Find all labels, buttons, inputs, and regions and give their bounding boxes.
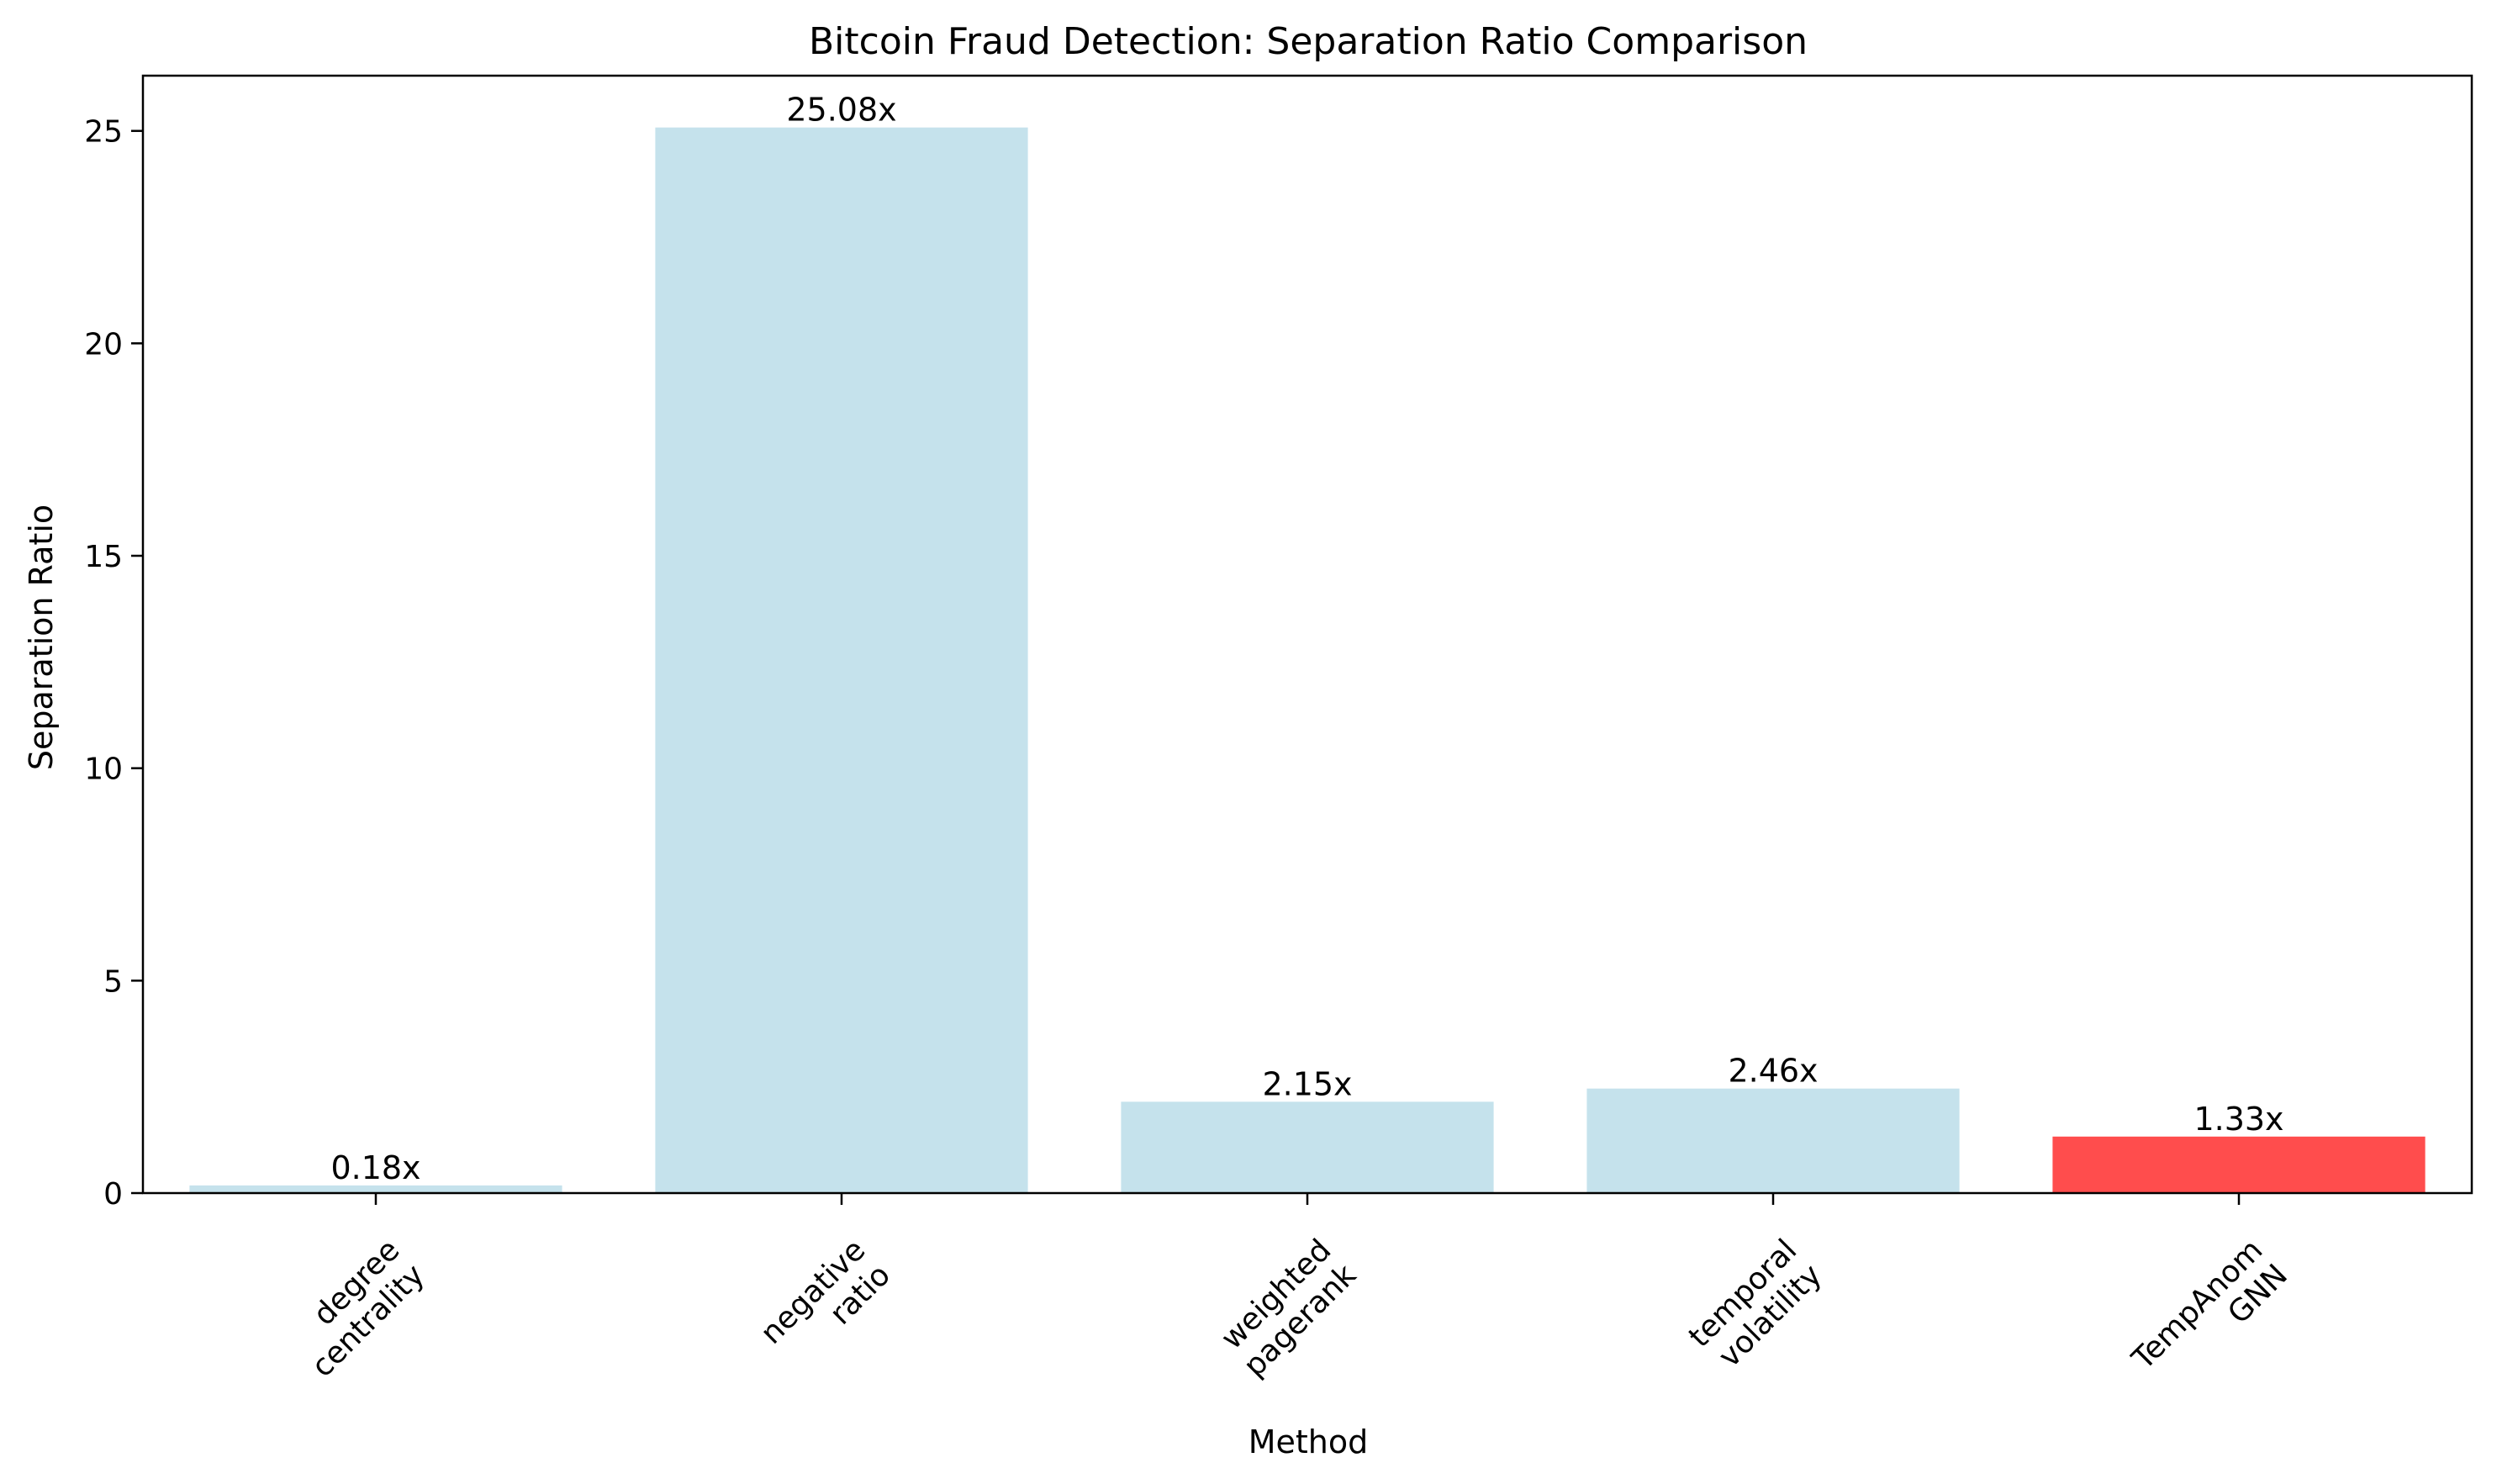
- bar: [1121, 1101, 1494, 1193]
- x-axis: degreecentrality negativeratio weightedpag…: [280, 1193, 2294, 1402]
- bar-value-label: 2.15x: [1262, 1065, 1352, 1102]
- bar: [2052, 1136, 2426, 1193]
- y-tick-label: 25: [84, 115, 123, 150]
- x-axis-label: Method: [1248, 1423, 1369, 1460]
- bar-value-label: 25.08x: [786, 92, 896, 129]
- bar: [1586, 1088, 1960, 1193]
- bar-value-labels: 0.18x 25.08x 2.15x 2.46x 1.33x: [330, 92, 2283, 1186]
- x-tick-label: degreecentrality: [280, 1233, 431, 1384]
- y-tick-label: 5: [103, 964, 123, 999]
- x-tick-label: weightedpagerank: [1212, 1233, 1363, 1383]
- bars-group: [189, 127, 2426, 1194]
- chart-title: Bitcoin Fraud Detection: Separation Rati…: [809, 20, 1808, 63]
- y-tick-label: 15: [84, 540, 123, 574]
- y-axis-label: Separation Ratio: [23, 504, 60, 770]
- y-tick-label: 20: [84, 327, 123, 362]
- x-tick-label: TempAnomGNN: [2125, 1233, 2294, 1402]
- bar: [189, 1185, 562, 1193]
- plot-area-frame: [141, 74, 2473, 1195]
- x-tick-label: negativeratio: [754, 1233, 897, 1376]
- y-axis: 0 5 10 15 20 25: [84, 115, 143, 1212]
- bar-value-label: 1.33x: [2193, 1101, 2283, 1138]
- y-tick-label: 0: [103, 1177, 123, 1212]
- bar-value-label: 0.18x: [330, 1149, 420, 1186]
- bar-value-label: 2.46x: [1728, 1053, 1818, 1090]
- bar: [655, 127, 1028, 1194]
- x-tick-label: temporalvolatility: [1682, 1233, 1829, 1379]
- y-tick-label: 10: [84, 753, 123, 787]
